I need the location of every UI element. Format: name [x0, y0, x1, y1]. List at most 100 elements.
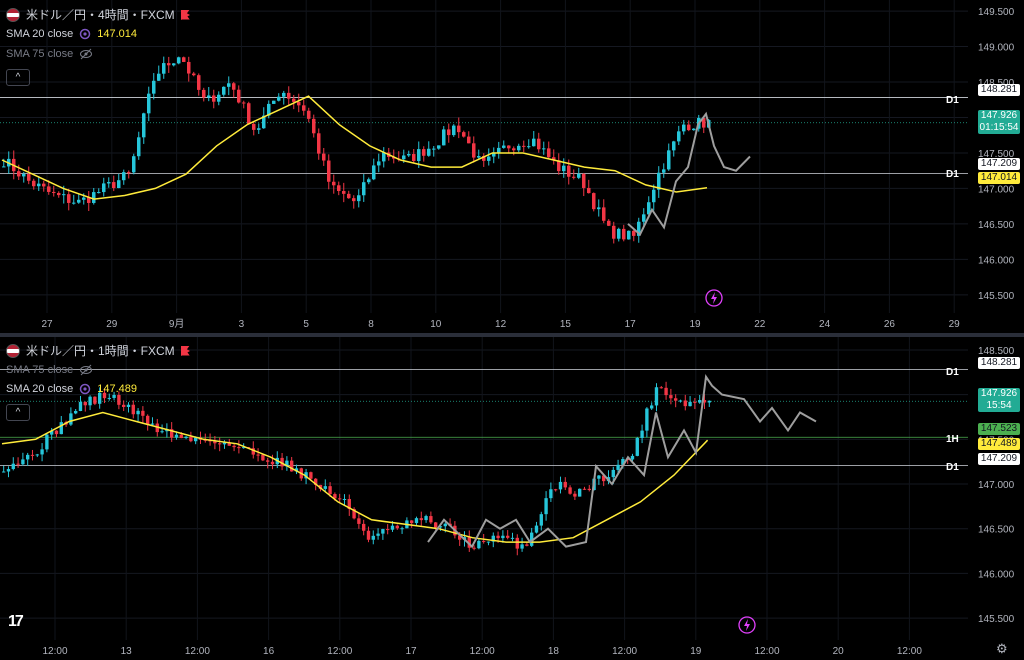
candle-body — [40, 449, 44, 455]
time-axis-label: 26 — [884, 319, 896, 330]
candle-body — [122, 172, 126, 181]
price-axis-1h[interactable]: 148.500148.000147.500147.000146.500146.0… — [968, 337, 1024, 660]
price-tag-level: 147.209 — [978, 158, 1020, 170]
candle-body — [520, 544, 524, 549]
candle-body — [491, 535, 495, 542]
pane-separator[interactable] — [0, 333, 1024, 337]
candle-body — [270, 461, 275, 465]
candle-body — [202, 89, 206, 98]
price-plot-4h[interactable]: 27 29 9月 3 5 8 10 12 15 17 19 22 24 26 29 — [0, 0, 968, 333]
flash-icon[interactable] — [738, 616, 756, 634]
price-axis-label: 149.000 — [978, 43, 1015, 54]
source-link-icon[interactable] — [79, 383, 91, 395]
candle-body — [677, 131, 681, 142]
candle-body — [45, 434, 49, 450]
eye-hidden-icon[interactable] — [79, 364, 93, 376]
legend-collapse-button[interactable]: ^ — [6, 69, 30, 86]
candle-body — [688, 401, 692, 407]
candle-body — [155, 423, 159, 433]
candle-body — [442, 129, 446, 146]
legend-collapse-button[interactable]: ^ — [6, 404, 30, 421]
price-axis-label: 147.000 — [978, 184, 1015, 195]
candle-body — [371, 535, 375, 540]
candle-body — [622, 228, 626, 240]
candle-body — [547, 148, 551, 158]
candle-body — [377, 161, 381, 166]
indicator-legend-sma75[interactable]: SMA 75 close — [6, 48, 93, 60]
candle-body — [602, 475, 606, 482]
bar-countdown: 15:54 — [986, 400, 1012, 411]
candle-body — [304, 472, 308, 479]
candle-body — [402, 155, 406, 160]
candle-body — [492, 152, 496, 157]
level-badge: D1 — [946, 95, 959, 106]
flash-icon[interactable] — [705, 289, 723, 307]
candle-body — [542, 148, 546, 150]
candle-body — [410, 520, 414, 524]
red-flag-icon[interactable] — [180, 9, 190, 20]
candle-body — [87, 197, 91, 203]
candle-body — [357, 518, 361, 524]
candle-body — [42, 183, 46, 187]
candle-body — [82, 197, 86, 200]
price-tag-current: 147.926 01:15:54 — [978, 110, 1020, 134]
candle-body — [698, 400, 702, 403]
time-axis-label: 20 — [833, 646, 845, 657]
projection-path — [427, 374, 817, 549]
candle-body — [640, 430, 644, 438]
candle-body — [112, 394, 116, 398]
price-plot-1h[interactable]: 12:00 13 12:00 16 12:00 17 12:00 18 12:00 19 12:00… — [0, 337, 968, 660]
candle-body — [127, 172, 131, 174]
candle-body — [352, 508, 356, 519]
price-tag-current: 147.926 15:54 — [978, 388, 1020, 412]
candle-body — [247, 103, 251, 124]
candle-body — [52, 191, 56, 193]
candle-body — [98, 392, 102, 404]
candle-body — [530, 532, 534, 546]
time-axis-label: 12:00 — [612, 646, 637, 657]
indicator-legend-sma75[interactable]: SMA 75 close — [6, 364, 93, 376]
tradingview-logo[interactable]: 17 — [8, 613, 24, 630]
candle-body — [457, 125, 461, 133]
time-axis-label: 8 — [368, 319, 374, 330]
symbol-title[interactable]: 米ドル／円・4時間・FXCM — [26, 8, 175, 22]
candle-body — [261, 454, 265, 461]
red-flag-icon[interactable] — [180, 345, 190, 356]
chart-pane-1h[interactable]: 12:00 13 12:00 16 12:00 17 12:00 18 12:00 19 12:00… — [0, 337, 1024, 660]
candle-body — [54, 430, 59, 435]
candle-body — [467, 537, 471, 548]
indicator-legend-sma20[interactable]: SMA 20 close 147.489 — [6, 383, 137, 395]
chart-pane-4h[interactable]: 27 29 9月 3 5 8 10 12 15 17 19 22 24 26 29 149.500 149.0… — [0, 0, 1024, 333]
time-axis-label: 15 — [560, 319, 572, 330]
symbol-title[interactable]: 米ドル／円・1時間・FXCM — [26, 344, 175, 358]
price-axis-label: 147.500 — [978, 149, 1015, 160]
candle-body — [117, 180, 121, 189]
candle-body — [314, 478, 318, 485]
settings-gear-icon[interactable]: ⚙ — [996, 641, 1008, 656]
candle-body — [217, 94, 221, 102]
source-link-icon[interactable] — [79, 28, 91, 40]
candle-body — [302, 105, 306, 111]
eye-hidden-icon[interactable] — [79, 48, 93, 60]
candle-body — [637, 221, 641, 236]
candle-body — [132, 156, 136, 173]
projection-path — [627, 111, 751, 237]
candle-body — [312, 118, 316, 134]
time-axis-label: 27 — [41, 319, 53, 330]
indicator-legend-sma20[interactable]: SMA 20 close 147.014 — [6, 28, 137, 40]
candle-body — [434, 522, 438, 528]
candle-body — [162, 63, 166, 74]
candle-body — [447, 129, 451, 136]
candle-body — [26, 454, 30, 460]
candle-body — [602, 207, 606, 221]
time-axis-label: 9月 — [169, 318, 185, 330]
candle-body — [232, 83, 236, 90]
candle-body — [292, 98, 296, 102]
candle-body — [117, 394, 121, 405]
candle-body — [381, 529, 385, 534]
candle-body — [616, 464, 620, 470]
time-axis-label: 12:00 — [897, 646, 922, 657]
candle-body — [136, 410, 140, 415]
candle-body — [549, 489, 553, 499]
candle-body — [642, 214, 646, 222]
